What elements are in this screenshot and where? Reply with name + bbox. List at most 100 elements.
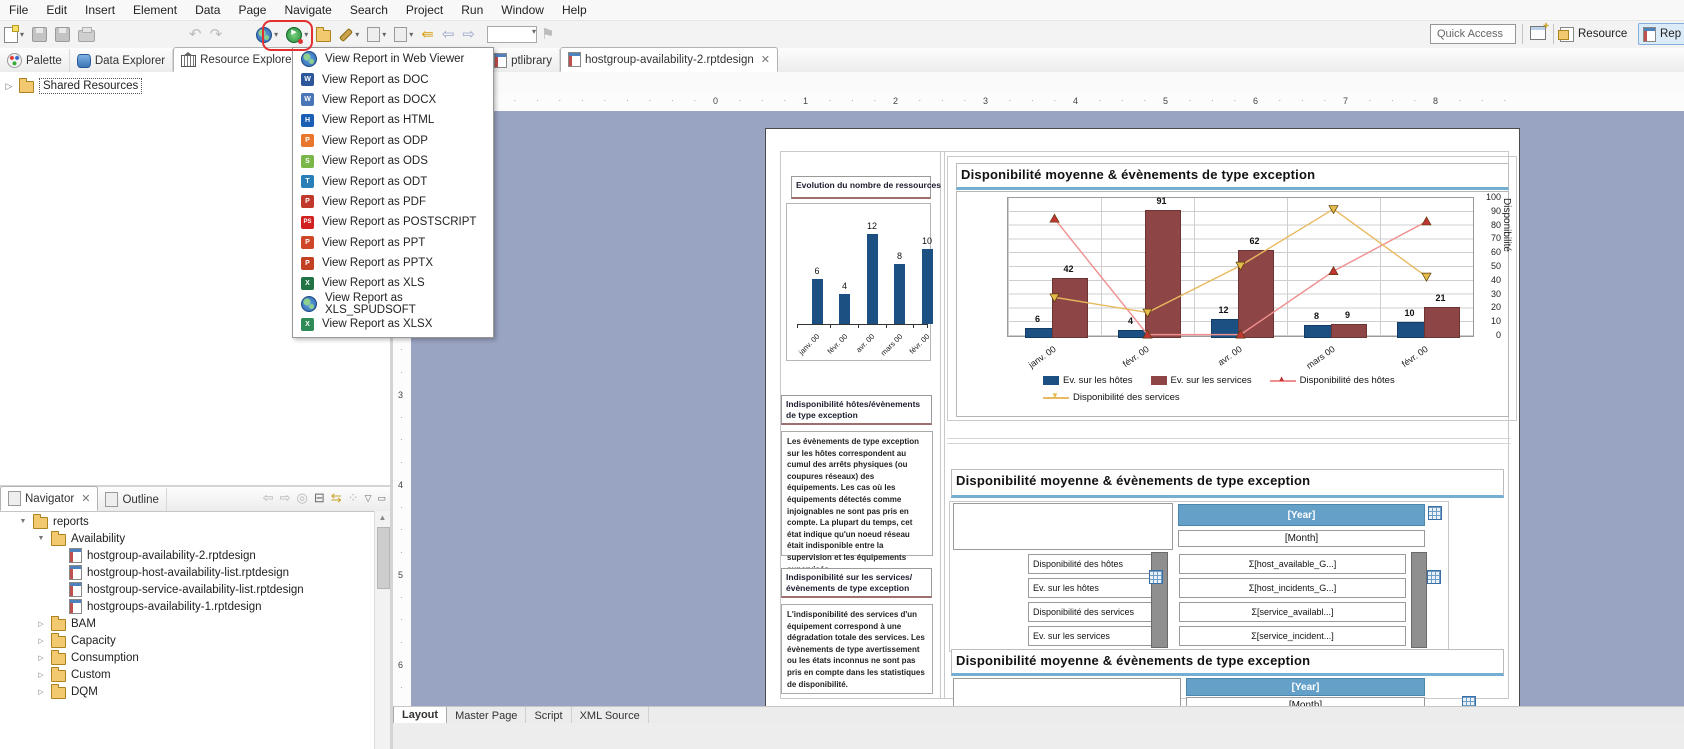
import-button[interactable]: ▾: [392, 24, 415, 46]
chevron-down-icon[interactable]: ▾: [409, 30, 414, 39]
month-header-cell[interactable]: [Month]: [1178, 530, 1425, 547]
menu-element[interactable]: Element: [133, 3, 178, 17]
table-row-value[interactable]: Σ[host_incidents_G...]: [1179, 578, 1406, 598]
chevron-right-icon[interactable]: ▷: [38, 637, 44, 645]
perspective-resource-button[interactable]: Resource: [1558, 24, 1627, 44]
menu-navigate[interactable]: Navigate: [284, 3, 332, 17]
save-all-button[interactable]: [53, 24, 72, 46]
navigator-scrollbar[interactable]: ▲: [374, 511, 390, 749]
wizard-button[interactable]: ▾: [365, 24, 388, 46]
tree-item-availability[interactable]: ▼ Availability: [0, 530, 374, 547]
chevron-right-icon[interactable]: ▷: [5, 80, 13, 91]
table-binding-icon[interactable]: [1461, 696, 1476, 706]
tree-item-hostgroup-availability-2-rptdesign[interactable]: hostgroup-availability-2.rptdesign: [0, 547, 374, 564]
run-report-button[interactable]: ▾: [284, 24, 310, 46]
editor-tab-ptlibrary[interactable]: ptlibrary: [393, 49, 560, 72]
print-button[interactable]: [76, 24, 97, 46]
view-menu-icon[interactable]: ▽: [364, 492, 372, 503]
tab-data-explorer[interactable]: Data Explorer: [70, 49, 174, 72]
menu-item-view-report-as-doc[interactable]: W View Report as DOC: [293, 69, 493, 89]
menu-project[interactable]: Project: [405, 3, 444, 17]
table-icon[interactable]: [1149, 570, 1163, 584]
tree-item-hostgroups-availability-1-rptdesign[interactable]: hostgroups-availability-1.rptdesign: [0, 598, 374, 615]
section3-title[interactable]: Disponibilité moyenne & évènements de ty…: [951, 649, 1504, 676]
new-report-button[interactable]: ▾: [2, 24, 26, 46]
last-edit-location-button[interactable]: ⇚: [421, 26, 434, 43]
forward-icon[interactable]: ⇨: [279, 490, 291, 505]
menu-item-view-report-as-odp[interactable]: P View Report as ODP: [293, 131, 493, 151]
small-bar-chart[interactable]: 6 janv. 00 4 févr. 00 12 avr. 00 8 mars 00 10 fév…: [786, 203, 933, 361]
table-binding-icon[interactable]: [1428, 506, 1442, 520]
save-button[interactable]: [30, 24, 49, 46]
chevron-right-icon[interactable]: ▷: [38, 688, 44, 696]
chevron-down-icon[interactable]: ▾: [304, 30, 309, 39]
filters-icon[interactable]: ⁘: [347, 490, 359, 505]
collapse-all-icon[interactable]: ⊟: [313, 490, 325, 505]
tree-item-bam[interactable]: ▷ BAM: [0, 615, 374, 632]
minimize-icon[interactable]: ▭: [377, 492, 386, 503]
tab-palette[interactable]: Palette: [0, 49, 70, 72]
open-folder-button[interactable]: [314, 24, 333, 46]
link-with-editor-icon[interactable]: ⇆: [330, 490, 342, 505]
column-selector-strip[interactable]: [1411, 552, 1427, 648]
chevron-down-icon[interactable]: ▾: [274, 30, 279, 39]
scroll-up-icon[interactable]: ▲: [378, 513, 387, 522]
year-header-cell[interactable]: [Year]: [1178, 504, 1425, 526]
back-button[interactable]: ⇦: [441, 26, 455, 43]
scrollbar-thumb[interactable]: [377, 527, 390, 589]
menu-file[interactable]: File: [9, 3, 29, 17]
menu-item-view-report-as-xls-spudsoft[interactable]: View Report as XLS_SPUDSOFT: [293, 292, 493, 316]
menu-run[interactable]: Run: [461, 3, 484, 17]
chevron-down-icon[interactable]: ▼: [37, 535, 45, 542]
close-icon[interactable]: ✕: [81, 493, 91, 505]
report-page[interactable]: Evolution du nombre de ressources 6 janv.…: [765, 128, 1520, 706]
menu-data[interactable]: Data: [195, 3, 221, 17]
tree-item-hostgroup-host-availability-list-rptdesign[interactable]: hostgroup-host-availability-list.rptdesi…: [0, 564, 374, 581]
menu-item-view-report-as-html[interactable]: H View Report as HTML: [293, 110, 493, 130]
section1-title[interactable]: Disponibilité moyenne & évènements de ty…: [956, 163, 1509, 190]
bottom-tab-layout[interactable]: Layout: [393, 707, 448, 724]
up-icon[interactable]: ◎: [296, 490, 308, 505]
paragraph-service-unavailability[interactable]: L'indisponibilité des services d'un équi…: [781, 604, 933, 694]
tree-item-reports[interactable]: ▼ reports: [0, 513, 374, 530]
table-icon[interactable]: [1427, 570, 1442, 584]
chevron-right-icon[interactable]: ▷: [38, 620, 44, 628]
menu-item-view-report-as-odt[interactable]: T View Report as ODT: [293, 171, 493, 191]
close-icon[interactable]: ✕: [760, 54, 770, 66]
menu-item-view-report-as-xlsx[interactable]: X View Report as XLSX: [293, 314, 493, 334]
menu-window[interactable]: Window: [501, 3, 544, 17]
menu-edit[interactable]: Edit: [46, 3, 68, 17]
row-selector-strip[interactable]: [1151, 552, 1168, 648]
tree-item-custom[interactable]: ▷ Custom: [0, 666, 374, 683]
bottom-tab-script[interactable]: Script: [526, 707, 572, 724]
table-row-label[interactable]: Disponibilité des services: [1028, 602, 1153, 622]
menu-item-view-report-as-ods[interactable]: S View Report as ODS: [293, 151, 493, 171]
menu-page[interactable]: Page: [238, 3, 267, 17]
tree-item-hostgroup-service-availability-list-rptdesign[interactable]: hostgroup-service-availability-list.rptd…: [0, 581, 374, 598]
chevron-down-icon[interactable]: ▾: [382, 30, 387, 39]
table-empty-cell[interactable]: [953, 678, 1181, 706]
combo-chart[interactable]: 6 42 4 91 12 62 8 9 10 21 janv. 00 févr. 00 avr. 00…: [956, 191, 1512, 417]
back-icon[interactable]: ⇦: [262, 490, 274, 505]
menu-help[interactable]: Help: [561, 3, 587, 17]
menu-item-view-report-as-xls[interactable]: X View Report as XLS: [293, 273, 493, 293]
heading-service-unavailability[interactable]: Indisponibilité sur les services/ évènem…: [781, 568, 932, 599]
forward-button[interactable]: ⇨: [462, 26, 475, 43]
table-row-value[interactable]: Σ[host_available_G...]: [1179, 554, 1406, 574]
year-header-cell[interactable]: [Year]: [1186, 678, 1425, 696]
month-header-cell[interactable]: [Month]: [1186, 697, 1425, 706]
menu-item-view-report-in-web-viewer[interactable]: View Report in Web Viewer: [293, 49, 493, 69]
chevron-down-icon[interactable]: ▼: [19, 518, 27, 525]
design-canvas[interactable]: Evolution du nombre de ressources 6 janv.…: [411, 111, 1684, 706]
vertical-sash[interactable]: [390, 48, 393, 749]
tree-item-consumption[interactable]: ▷ Consumption: [0, 649, 374, 666]
perspective-report-button[interactable]: Rep: [1638, 23, 1684, 45]
bottom-tab-xml-source[interactable]: XML Source: [572, 707, 649, 724]
menu-insert[interactable]: Insert: [85, 3, 116, 17]
horizontal-sash[interactable]: [0, 485, 390, 487]
heading-host-unavailability[interactable]: Indisponibilité hôtes/évènements de type…: [781, 395, 932, 426]
redo-button[interactable]: ↷: [209, 26, 223, 43]
menu-search[interactable]: Search: [349, 3, 388, 17]
editor-tab-hostgroup-availability-2-rptdesign[interactable]: hostgroup-availability-2.rptdesign ✕: [560, 47, 778, 72]
table-row-label[interactable]: Ev. sur les hôtes: [1028, 578, 1153, 598]
